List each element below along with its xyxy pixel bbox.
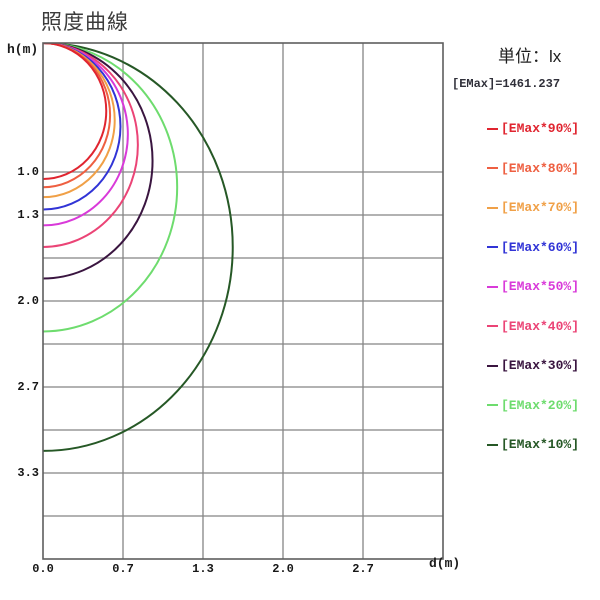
y-tick-label: 2.7 — [17, 380, 39, 394]
legend-item-label: [EMax*40%] — [501, 318, 580, 334]
contour-curve-20 — [43, 43, 179, 333]
contour-curve-80 — [43, 43, 112, 189]
legend-item-label: [EMax*60%] — [501, 239, 580, 255]
contour-curve-40 — [43, 43, 139, 248]
x-axis-label: d(m) — [429, 556, 461, 571]
legend-item-label: [EMax*10%] — [501, 437, 580, 452]
legend-item-30: [EMax*30%] — [487, 358, 579, 373]
contour-curve-70 — [43, 43, 116, 199]
legend-line-swatch — [487, 285, 498, 288]
legend-item-label: [EMax*80%] — [501, 160, 580, 176]
legend-line-swatch — [487, 325, 498, 327]
legend-line-swatch — [487, 364, 498, 367]
legend-item-label: [EMax*20%] — [501, 397, 580, 413]
y-tick-label: 3.3 — [17, 465, 39, 480]
legend-item-label: [EMax*50%] — [501, 279, 580, 294]
legend-item-40: [EMax*40%] — [487, 319, 579, 334]
contour-curve-90 — [43, 43, 108, 180]
y-axis-label: h(m) — [7, 42, 39, 57]
contour-curve-30 — [43, 43, 154, 280]
contour-curve-10 — [43, 43, 234, 452]
legend-item-label: [EMax*70%] — [501, 200, 580, 215]
emax-value: [EMax]=1461.237 — [452, 77, 561, 91]
unit-label: 単位：lx — [498, 47, 562, 66]
legend-line-swatch — [487, 404, 498, 406]
legend-item-label: [EMax*30%] — [501, 358, 580, 373]
contour-curve-60 — [43, 43, 122, 211]
legend-line-swatch — [487, 246, 498, 248]
y-tick-label: 2.0 — [17, 294, 39, 308]
legend-line-swatch — [487, 127, 498, 130]
y-tick-label: 1.3 — [17, 207, 39, 222]
y-tick-label: 1.0 — [17, 165, 39, 179]
plot-border — [42, 42, 444, 560]
contour-curve-50 — [43, 43, 129, 227]
page-title: 照度曲線 — [41, 11, 129, 34]
legend-line-swatch — [487, 206, 498, 209]
legend-item-80: [EMax*80%] — [487, 161, 579, 176]
x-tick-label: 0.0 — [32, 562, 54, 576]
legend-item-20: [EMax*20%] — [487, 398, 579, 413]
x-tick-label: 2.7 — [352, 562, 374, 576]
legend-line-swatch — [487, 167, 498, 169]
x-tick-label: 0.7 — [112, 562, 134, 576]
legend-item-70: [EMax*70%] — [487, 200, 579, 215]
legend-item-label: [EMax*90%] — [501, 121, 580, 136]
x-tick-label: 2.0 — [272, 562, 294, 576]
legend-item-10: [EMax*10%] — [487, 437, 579, 452]
legend-line-swatch — [487, 443, 498, 446]
legend-item-60: [EMax*60%] — [487, 240, 579, 255]
legend-item-90: [EMax*90%] — [487, 121, 579, 136]
legend-item-50: [EMax*50%] — [487, 279, 579, 294]
x-tick-label: 1.3 — [192, 562, 214, 576]
